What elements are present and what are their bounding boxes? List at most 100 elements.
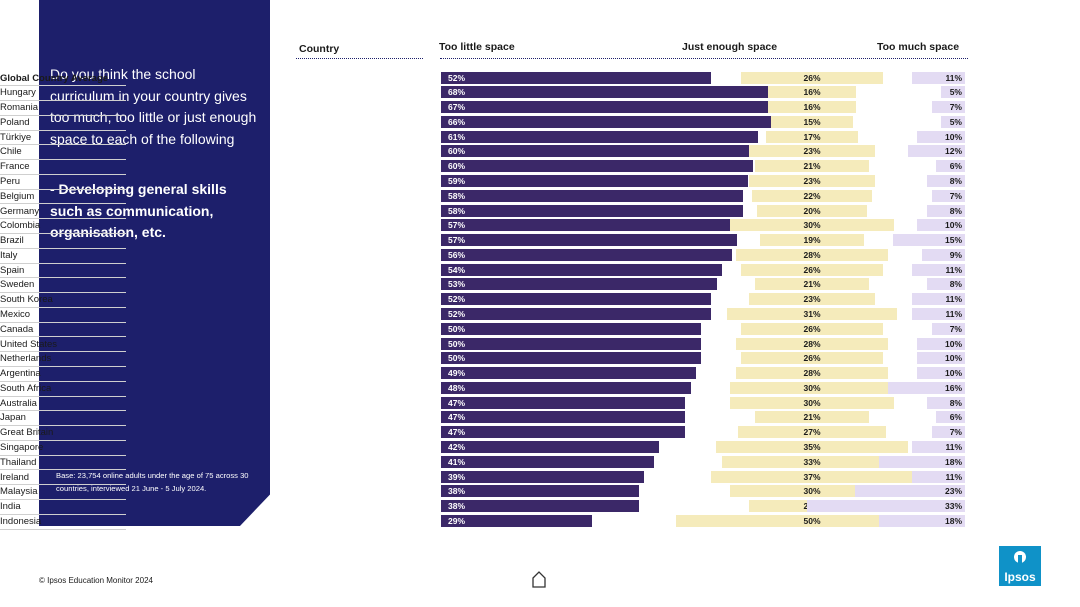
bar-just-enough	[716, 441, 908, 453]
value-too-much: 11%	[945, 264, 962, 275]
bar-too-little	[441, 500, 639, 513]
bar-just-enough	[741, 322, 883, 335]
country-label: France	[0, 160, 126, 175]
value-too-much: 7%	[949, 323, 962, 334]
value-too-little: 68%	[448, 87, 466, 98]
bar-just-enough	[754, 160, 870, 173]
value-too-much: 10%	[944, 220, 962, 231]
bar-just-enough	[741, 263, 883, 276]
value-too-little: 29%	[448, 515, 466, 526]
country-label: Global Country Average	[0, 72, 126, 87]
bar-too-little	[441, 367, 696, 380]
value-just-enough: 15%	[803, 116, 821, 127]
country-label: Peru	[0, 175, 126, 190]
value-too-much: 18%	[944, 456, 962, 467]
bar-too-much	[912, 470, 965, 483]
country-label: Hungary	[0, 86, 126, 101]
bar-just-enough	[741, 71, 883, 84]
value-too-little: 47%	[448, 427, 466, 438]
bar-too-little	[441, 101, 790, 114]
bar-too-much	[931, 322, 965, 335]
bar-too-little	[441, 219, 738, 232]
bar-just-enough	[730, 485, 894, 498]
question-topic: - Developing general skills such as comm…	[50, 181, 227, 240]
value-too-much: 16%	[944, 382, 962, 393]
bar-too-little	[441, 293, 712, 306]
country-label: Singapore	[0, 441, 126, 456]
value-too-little: 61%	[448, 131, 466, 142]
country-label: Italy	[0, 249, 126, 264]
country-label: Colombia	[0, 219, 126, 234]
bar-too-much	[854, 485, 965, 498]
value-too-much: 23%	[944, 486, 962, 497]
bar-too-much	[912, 441, 965, 453]
value-just-enough: 21%	[803, 412, 821, 423]
bar-too-little	[441, 455, 655, 468]
bar-too-much	[912, 307, 965, 320]
value-too-much: 8%	[949, 397, 962, 408]
bar-too-little	[441, 441, 660, 453]
bar-too-little	[441, 189, 743, 202]
country-label: Malaysia	[0, 485, 126, 501]
bar-too-much	[921, 248, 965, 261]
value-too-little: 66%	[448, 116, 466, 127]
value-just-enough: 26%	[803, 353, 821, 364]
bar-too-much	[888, 381, 965, 394]
value-too-much: 6%	[949, 161, 962, 172]
value-too-little: 56%	[448, 249, 466, 260]
bar-too-little	[441, 234, 738, 247]
country-label: Argentina	[0, 367, 126, 382]
value-too-little: 58%	[448, 205, 466, 216]
country-label: Romania	[0, 101, 126, 116]
bar-just-enough	[765, 130, 859, 143]
country-label: India	[0, 500, 126, 515]
country-label: Brazil	[0, 234, 126, 249]
value-too-little: 59%	[448, 175, 466, 186]
bar-too-much	[941, 115, 965, 128]
bar-too-much	[926, 174, 965, 187]
value-too-much: 11%	[945, 442, 962, 452]
value-just-enough: 30%	[803, 397, 821, 408]
value-just-enough: 33%	[803, 456, 821, 467]
bar-too-little	[441, 426, 686, 439]
value-too-much: 11%	[945, 308, 962, 319]
country-label: South Korea	[0, 293, 126, 308]
bar-too-little	[441, 352, 701, 365]
bar-just-enough	[735, 337, 889, 350]
bar-just-enough	[768, 101, 856, 114]
country-label: Canada	[0, 323, 126, 338]
bar-too-much	[931, 426, 965, 439]
value-too-much: 7%	[949, 427, 962, 438]
country-label: Japan	[0, 411, 126, 427]
value-too-little: 38%	[448, 486, 466, 497]
country-label: Spain	[0, 264, 126, 279]
value-just-enough: 30%	[803, 382, 821, 393]
bar-too-much	[912, 293, 965, 306]
value-just-enough: 21%	[803, 279, 821, 290]
value-just-enough: 22%	[803, 190, 821, 201]
bar-too-little	[441, 470, 644, 483]
bar-just-enough	[760, 234, 864, 247]
header-country: Country	[299, 43, 340, 55]
bar-too-little	[441, 130, 759, 143]
value-too-little: 42%	[448, 442, 466, 452]
bar-too-much	[917, 352, 965, 365]
bar-just-enough	[757, 204, 867, 217]
country-label: South Africa	[0, 382, 126, 397]
value-just-enough: 20%	[803, 205, 821, 216]
bar-too-little	[441, 71, 712, 84]
home-icon[interactable]	[531, 570, 547, 588]
value-too-little: 52%	[448, 72, 466, 83]
question-text: Do you think the school curriculum in yo…	[50, 66, 257, 147]
value-too-much: 5%	[949, 87, 962, 98]
value-too-much: 8%	[949, 279, 962, 290]
bar-too-much	[917, 130, 965, 143]
country-label: Netherlands	[0, 352, 126, 367]
country-label: Australia	[0, 397, 126, 412]
stacked-bar-chart: Global Country Average 52% 26% 11% Hungary 68…	[0, 71, 965, 530]
value-too-much: 11%	[945, 471, 962, 482]
value-too-much: 10%	[944, 338, 962, 349]
bar-too-little	[441, 145, 753, 158]
value-too-much: 5%	[949, 116, 962, 127]
value-too-little: 57%	[448, 220, 466, 231]
